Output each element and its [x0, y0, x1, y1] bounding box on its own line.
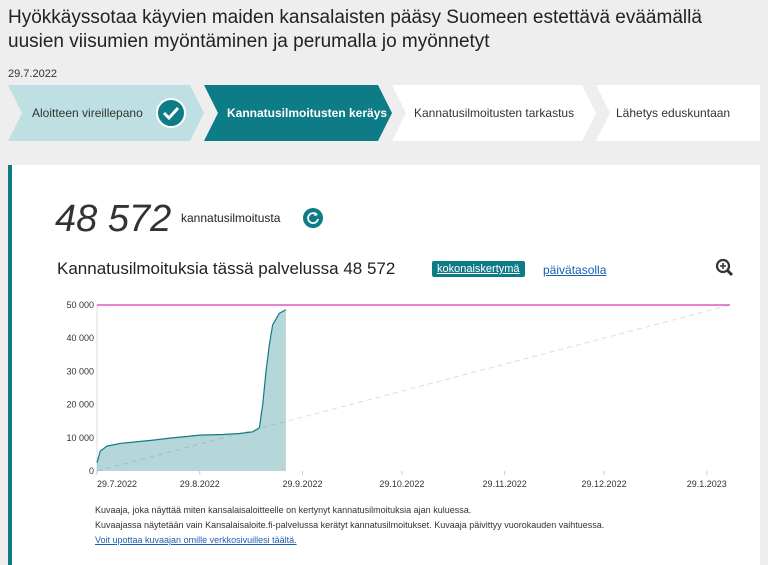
card: [8, 165, 760, 565]
x-tick-label: 29.12.2022: [582, 479, 627, 489]
footer-text: Kuvaaja, joka näyttää miten kansalaisalo…: [95, 505, 472, 515]
refresh-arrowhead: [314, 212, 318, 216]
chart: 0 10 000 20 000 30 000 40 000 50 000 29.7.2022…: [66, 300, 731, 489]
step-shape: [204, 85, 392, 141]
footer-text: Kuvaajassa näytetään vain Kansalaisaloit…: [95, 520, 605, 530]
y-tick-label: 20 000: [66, 400, 94, 410]
step-label: Lähetys eduskuntaan: [616, 106, 730, 120]
step-shape: [596, 85, 760, 141]
zoom-plus: [720, 263, 726, 269]
initiative-title: Hyökkäyssotaa käyvien maiden kansalaiste…: [8, 7, 702, 52]
refresh-button[interactable]: [302, 207, 324, 229]
check-icon: [156, 98, 186, 128]
date: 29.7.2022: [8, 68, 57, 80]
area-line: [96, 309, 287, 463]
y-tick-label: 40 000: [66, 333, 94, 343]
refresh-icon: [303, 208, 323, 228]
step-shape: [392, 85, 596, 141]
x-tick-label: 29.7.2022: [97, 479, 137, 489]
steps: Aloitteen vireillepano Kannatusilmoitust…: [8, 85, 760, 141]
x-tick-label: 29.1.2023: [687, 479, 727, 489]
step-label: Kannatusilmoitusten keräys: [227, 106, 387, 120]
y-tick-label: 50 000: [66, 300, 94, 310]
check-mark: [162, 106, 180, 121]
view-button[interactable]: kokonaiskertymä: [432, 261, 525, 277]
step-label: Aloitteen vireillepano: [32, 106, 143, 120]
counter-value: 48 572: [55, 198, 172, 240]
view-link[interactable]: päivätasolla: [543, 263, 607, 277]
x-tick-label: 29.10.2022: [379, 479, 424, 489]
zoom-handle: [725, 268, 734, 277]
step-label: Kannatusilmoitusten tarkastus: [414, 106, 574, 120]
zoom-button[interactable]: [714, 257, 736, 279]
chart-heading: Kannatusilmoituksia tässä palvelussa 48 …: [57, 259, 396, 278]
x-tick-label: 29.8.2022: [180, 479, 220, 489]
x-tick-label: 29.9.2022: [282, 479, 322, 489]
area: [97, 309, 286, 471]
zoom-lens: [715, 258, 731, 274]
x-tick-label: 29.11.2022: [482, 479, 526, 489]
step-shape: [8, 85, 204, 141]
pace-line: [96, 304, 731, 472]
y-tick-label: 10 000: [66, 433, 94, 443]
counter-label: kannatusilmoitusta: [181, 211, 281, 225]
embed-link[interactable]: Voit upottaa kuvaajan omille verkkosivui…: [95, 535, 297, 545]
y-tick-label: 30 000: [66, 366, 94, 376]
refresh-arrow: [307, 212, 319, 224]
y-tick-label: 0: [89, 466, 94, 476]
